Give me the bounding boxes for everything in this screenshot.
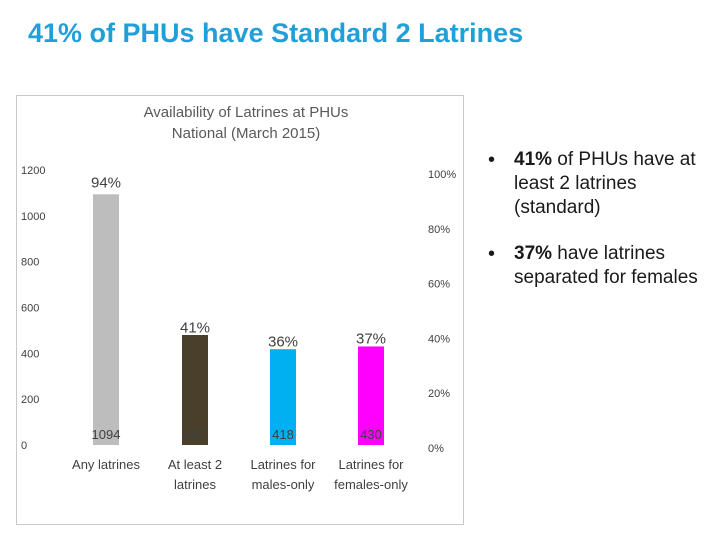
bullet-dot-icon: • — [488, 243, 496, 265]
finding-bullet-females: • 37% have latrines separated for female… — [486, 242, 711, 290]
percent-label: 36% — [268, 333, 298, 350]
bar-4 — [358, 346, 384, 445]
bar-value-label: 1094 — [92, 427, 121, 442]
y2-tick-label: 60% — [428, 279, 450, 291]
bar-2 — [182, 335, 208, 445]
bullet-dot-icon: • — [488, 149, 496, 171]
key-findings-list: • 41% of PHUs have at least 2 latrines (… — [486, 148, 711, 312]
chart-title-line: Availability of Latrines at PHUs — [144, 104, 349, 121]
x-category-label: Any latrines — [72, 457, 140, 472]
y-tick-label: 0 — [21, 440, 27, 452]
percent-label: 41% — [180, 320, 210, 337]
bar-value-label: 480 — [184, 427, 206, 442]
x-category-label: Latrines for — [250, 457, 316, 472]
y-tick-label: 600 — [21, 303, 39, 315]
finding-text: of PHUs have at least 2 latrines (standa… — [514, 149, 696, 218]
bar-3 — [270, 349, 296, 445]
y2-tick-label: 100% — [428, 169, 456, 181]
slide-title: 41% of PHUs have Standard 2 Latrines — [28, 18, 524, 48]
x-category-label: latrines — [174, 477, 216, 492]
y-tick-label: 1200 — [21, 165, 45, 177]
x-category-label: Latrines for — [338, 457, 404, 472]
y-tick-label: 200 — [21, 394, 39, 406]
bar-1 — [93, 194, 119, 445]
y2-tick-label: 0% — [428, 443, 444, 455]
y-tick-label: 1000 — [21, 211, 45, 223]
finding-text: have latrines separated for females — [514, 243, 698, 288]
x-category-label: males-only — [252, 477, 315, 492]
chart-title-line: National (March 2015) — [172, 125, 320, 142]
chart-frame — [16, 95, 464, 525]
y2-tick-label: 80% — [428, 224, 450, 236]
y2-tick-label: 20% — [428, 388, 450, 400]
finding-highlight: 37% — [514, 243, 553, 264]
y2-tick-label: 40% — [428, 333, 450, 345]
bar-value-label: 430 — [360, 427, 382, 442]
bar-value-label: 418 — [272, 427, 294, 442]
y-tick-label: 800 — [21, 257, 39, 269]
percent-label: 94% — [91, 174, 121, 191]
finding-bullet-standard: • 41% of PHUs have at least 2 latrines (… — [486, 148, 711, 220]
y-tick-label: 400 — [21, 348, 39, 360]
x-category-label: At least 2 — [168, 457, 222, 472]
finding-highlight: 41% — [514, 149, 553, 170]
x-category-label: females-only — [334, 477, 408, 492]
percent-label: 37% — [356, 331, 386, 348]
